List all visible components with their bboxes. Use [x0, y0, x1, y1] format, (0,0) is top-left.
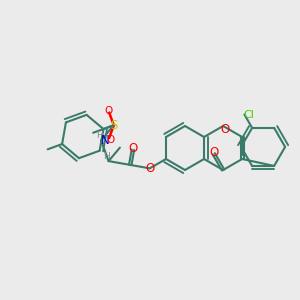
Text: O: O	[104, 106, 112, 116]
Text: S: S	[110, 119, 118, 132]
Text: O: O	[220, 122, 230, 136]
Text: O: O	[128, 142, 138, 155]
Text: H: H	[96, 131, 102, 140]
Text: Cl: Cl	[243, 110, 254, 119]
Text: N: N	[101, 134, 110, 147]
Text: O: O	[106, 135, 114, 145]
Text: O: O	[145, 162, 154, 175]
Text: O: O	[209, 146, 218, 159]
Text: H: H	[103, 152, 110, 160]
